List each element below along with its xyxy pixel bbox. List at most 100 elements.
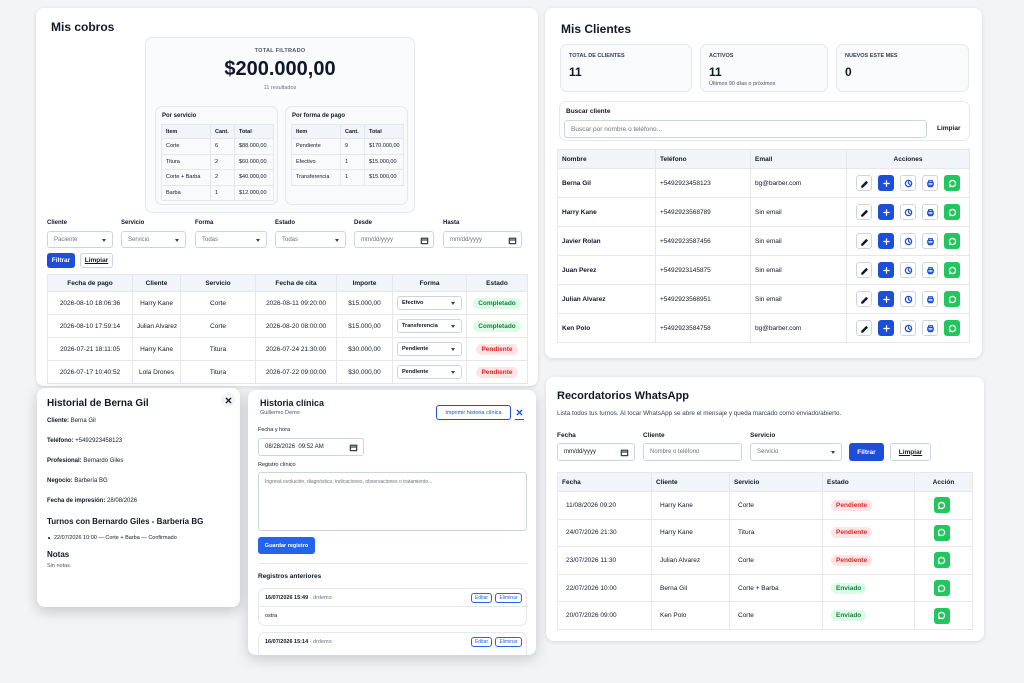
print-button[interactable] [922,233,938,249]
print-icon [926,324,934,332]
cal-icon [349,444,358,452]
filter-input[interactable]: Todas [195,231,267,248]
whatsapp-button[interactable] [933,607,950,624]
whatsapp-button[interactable] [933,497,950,514]
bullet [48,537,50,539]
filter-input[interactable]: Servicio [121,231,186,248]
wa-button[interactable] [944,204,960,220]
filter-button[interactable]: Filtrar [849,443,884,461]
table-cell: 2026-08-10 18:06:36 [47,291,133,315]
table-cell: $15.000,00 [336,314,393,338]
payment-method-select[interactable]: Transferencia [397,319,462,333]
clear-button[interactable]: Limpiar [937,125,961,132]
pencil-button[interactable] [856,320,872,336]
header-row: Nombre Teléfono Email Acciones [557,149,970,169]
payment-method-select[interactable]: Pendiente [397,365,462,379]
filter-input[interactable]: mm/dd/yyyy [443,231,522,248]
filter-input[interactable]: Servicio [750,443,842,461]
panel-description: Lista todos tus turnos. Al tocar WhatsAp… [557,410,842,417]
print-button[interactable] [922,291,938,307]
print-button[interactable]: Imprimir historia clínica [436,405,511,420]
record-textarea[interactable]: Ingresá evolución, diagnóstico, indicaci… [258,472,527,531]
save-button[interactable]: Guardar registro [258,537,315,554]
record-author: · drdemo [309,595,332,601]
print-button[interactable] [922,320,938,336]
wa-icon [948,324,956,332]
table-cell: Pendiente [392,360,467,384]
table-cell: 22/07/2026 10:00 [557,573,652,603]
edit-button[interactable]: Editar [471,637,492,647]
wa-button[interactable] [944,175,960,191]
filter-input[interactable]: Nombre o teléfono [643,443,742,461]
search-input[interactable]: Buscar por nombre o teléfono... [564,120,927,138]
record-header: 16/07/2026 15:49 · drdemo [265,595,332,601]
table-cell: Enviado [822,601,915,630]
column-header: Fecha de cita [255,274,337,292]
edit-button[interactable]: Editar [471,593,492,603]
pencil-button[interactable] [856,262,872,278]
clock-button[interactable] [900,233,916,249]
whatsapp-button[interactable] [933,552,950,569]
print-button[interactable] [922,204,938,220]
plus-button[interactable] [878,262,894,278]
header-row: Item Cant. Total [291,124,404,139]
table-row: 2026-08-10 18:06:36 Harry Kane Corte 2026-0… [47,291,528,315]
table-cell: $60.000,00 [234,153,274,170]
delete-button[interactable]: Eliminar [495,637,522,647]
datetime-input[interactable]: 08/28/2026 09:52 AM [258,438,364,456]
table-cell [846,284,970,314]
plus-button[interactable] [878,204,894,220]
plus-icon [882,208,890,216]
table-cell: Julian Alvarez [132,314,181,338]
clock-button[interactable] [900,175,916,191]
whatsapp-button[interactable] [933,524,950,541]
x-icon [516,409,523,416]
wa-button[interactable] [944,262,960,278]
print-button[interactable] [922,262,938,278]
plus-button[interactable] [878,175,894,191]
breakdown-table: Item Cant. Total Corte 6 $88.000,00 Titura 2 $60… [161,124,274,201]
clock-button[interactable] [900,262,916,278]
payment-method: Efectivo [402,300,424,306]
status-badge: Completado [473,297,521,309]
close-button[interactable] [221,393,235,407]
clock-button[interactable] [900,320,916,336]
pencil-button[interactable] [856,233,872,249]
table-cell: Corte + Barba [729,573,823,603]
delete-button[interactable]: Eliminar [495,593,522,603]
whatsapp-button[interactable] [933,580,950,597]
table-cell: Pendiente [466,337,528,361]
section-title: Turnos con Bernardo Giles - Barbería BG [47,517,204,526]
info-value: Barbería BG [74,478,108,484]
pencil-button[interactable] [856,175,872,191]
payment-method-select[interactable]: Efectivo [397,296,462,310]
panel-title: Historia clínica [260,398,325,408]
wa-button[interactable] [944,233,960,249]
print-button[interactable] [922,175,938,191]
pencil-button[interactable] [856,204,872,220]
plus-button[interactable] [878,291,894,307]
clear-button[interactable]: Limpiar [890,443,931,461]
breakdown-title: Por forma de pago [292,113,346,119]
clear-button[interactable]: Limpiar [80,253,113,268]
table-cell [914,491,973,520]
filter-input[interactable]: Paciente [47,231,113,248]
payment-method-select[interactable]: Pendiente [397,342,462,356]
clock-icon [904,237,912,245]
plus-button[interactable] [878,320,894,336]
pencil-button[interactable] [856,291,872,307]
plus-button[interactable] [878,233,894,249]
status-badge: Completado [473,320,521,332]
wa-button[interactable] [944,320,960,336]
record-header: 16/07/2026 15:14 · drdemo [265,639,332,645]
clock-button[interactable] [900,291,916,307]
pencil-icon [860,209,868,217]
filter-input[interactable]: Todas [275,231,346,248]
close-button[interactable] [514,407,525,418]
filter-input[interactable]: mm/dd/yyyy [354,231,434,248]
wa-button[interactable] [944,291,960,307]
filter-button[interactable]: Filtrar [47,253,75,268]
filter-input[interactable]: mm/dd/yyyy [557,443,635,461]
clock-button[interactable] [900,204,916,220]
